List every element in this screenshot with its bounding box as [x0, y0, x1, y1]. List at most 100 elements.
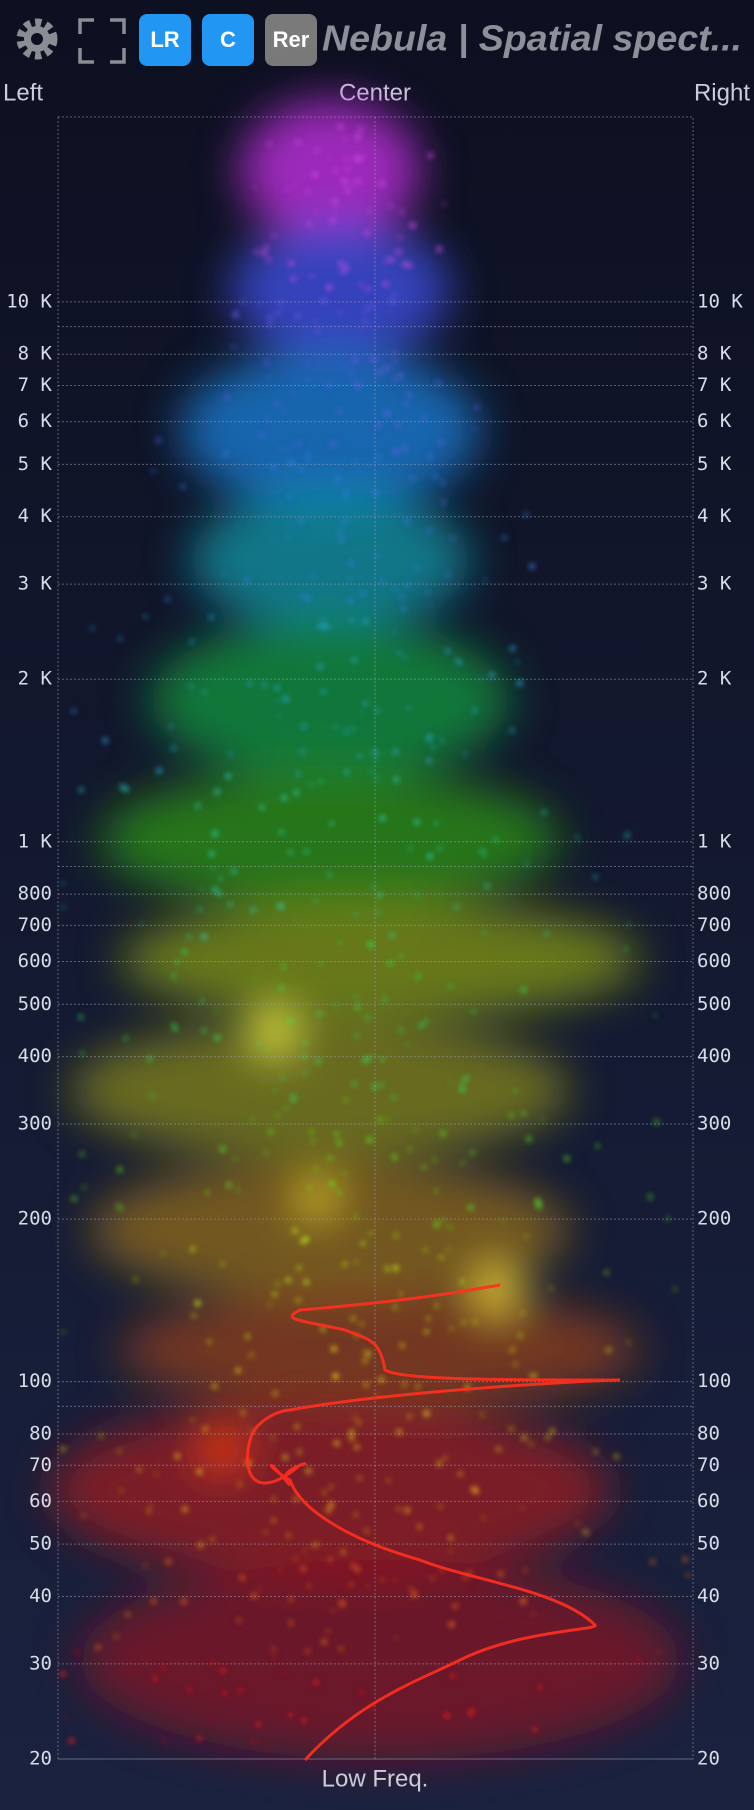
particle — [510, 1347, 515, 1353]
particle — [266, 1745, 269, 1749]
particle — [509, 728, 515, 733]
particle — [484, 883, 490, 889]
particle — [386, 1117, 390, 1121]
particle — [368, 1055, 373, 1060]
particle — [379, 815, 385, 821]
right-tick-label: 2 K — [697, 668, 732, 690]
fullscreen-icon[interactable] — [78, 18, 126, 64]
particle — [372, 749, 378, 756]
particle — [288, 1620, 293, 1625]
particle — [583, 1529, 589, 1535]
particle — [150, 1094, 154, 1098]
particle — [480, 1413, 484, 1417]
particle — [151, 469, 156, 473]
lr-button[interactable] — [139, 14, 191, 66]
right-tick-label: 8 K — [697, 343, 732, 365]
c-button[interactable] — [202, 14, 254, 66]
settings-icon[interactable] — [16, 18, 58, 60]
toolbar: LR C Rer Nebula | Spatial spect... — [16, 14, 742, 66]
particle — [450, 536, 455, 541]
particle — [360, 591, 366, 597]
particle — [69, 1738, 75, 1744]
particle — [673, 1287, 677, 1291]
particle — [459, 1086, 465, 1092]
left-tick-label: 50 — [29, 1533, 52, 1555]
particle — [516, 660, 519, 664]
particle — [344, 770, 349, 774]
particle — [368, 303, 374, 309]
particle — [369, 769, 373, 773]
particle — [249, 1353, 253, 1357]
particle — [237, 1482, 242, 1487]
right-tick-label: 1 K — [697, 830, 732, 852]
particle — [483, 578, 487, 582]
right-tick-label: 600 — [697, 950, 731, 972]
particle — [434, 1303, 439, 1308]
particle — [359, 711, 363, 714]
particle — [405, 583, 410, 588]
particle — [450, 1673, 455, 1679]
particle — [172, 1026, 178, 1031]
particle — [337, 1189, 342, 1195]
particle — [434, 821, 438, 825]
left-tick-label: 2 K — [18, 668, 53, 690]
right-tick-label: 5 K — [697, 453, 732, 475]
particle — [233, 1157, 237, 1160]
particle — [376, 455, 381, 460]
particle — [314, 1542, 319, 1546]
particle — [410, 222, 416, 229]
particle — [171, 745, 176, 751]
particle — [271, 464, 277, 470]
particle — [303, 1236, 309, 1242]
particle — [461, 1320, 466, 1325]
particle — [340, 1549, 346, 1555]
particle — [264, 245, 269, 250]
particle — [282, 795, 287, 800]
particle — [342, 519, 348, 524]
particle — [251, 1593, 257, 1599]
particle — [239, 1575, 245, 1581]
rer-button[interactable] — [265, 14, 317, 66]
particle — [529, 1442, 533, 1446]
right-tick-label: 500 — [697, 993, 731, 1015]
particle — [295, 313, 300, 319]
particle — [394, 1578, 397, 1582]
particle — [271, 1291, 278, 1298]
particle — [493, 837, 498, 842]
particle — [214, 789, 220, 795]
particle — [329, 1485, 333, 1489]
particle — [430, 1576, 434, 1580]
particle — [317, 663, 323, 670]
particle — [374, 554, 379, 559]
particle — [282, 1671, 285, 1675]
particle — [71, 1196, 77, 1202]
particle — [220, 1146, 226, 1152]
particle — [327, 1557, 333, 1563]
particle — [180, 484, 185, 490]
particle — [240, 1410, 246, 1415]
particle — [196, 1468, 203, 1475]
particle — [364, 230, 370, 236]
particle — [393, 1265, 399, 1271]
particle — [248, 681, 252, 686]
particle — [288, 460, 294, 466]
particle — [463, 752, 467, 756]
particle — [424, 1329, 429, 1334]
particle — [267, 376, 271, 380]
particle — [317, 1011, 322, 1016]
left-tick-label: 4 K — [18, 505, 53, 527]
particle — [409, 1587, 413, 1591]
particle — [339, 1600, 346, 1607]
particle — [379, 1082, 384, 1088]
particle — [165, 596, 170, 602]
particle — [397, 1507, 401, 1511]
particle — [428, 153, 434, 158]
particle — [331, 1346, 337, 1352]
particle — [335, 442, 339, 446]
particle — [406, 262, 412, 268]
right-tick-label: 20 — [697, 1748, 720, 1770]
particle — [393, 587, 397, 592]
particle — [415, 974, 421, 979]
left-tick-label: 1 K — [18, 830, 53, 852]
particle — [60, 1446, 66, 1452]
